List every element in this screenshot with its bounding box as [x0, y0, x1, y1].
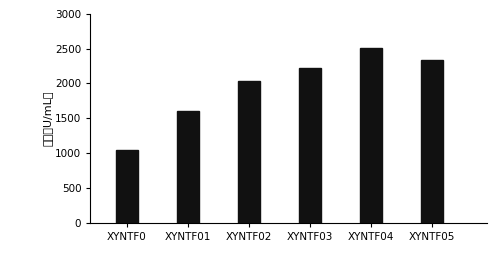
Bar — [360, 48, 381, 223]
Bar — [116, 150, 137, 223]
Bar — [420, 60, 442, 223]
Bar — [177, 111, 198, 223]
Bar — [299, 68, 320, 223]
Y-axis label: 酶活（U/mL）: 酶活（U/mL） — [42, 91, 52, 146]
Bar — [238, 81, 259, 223]
